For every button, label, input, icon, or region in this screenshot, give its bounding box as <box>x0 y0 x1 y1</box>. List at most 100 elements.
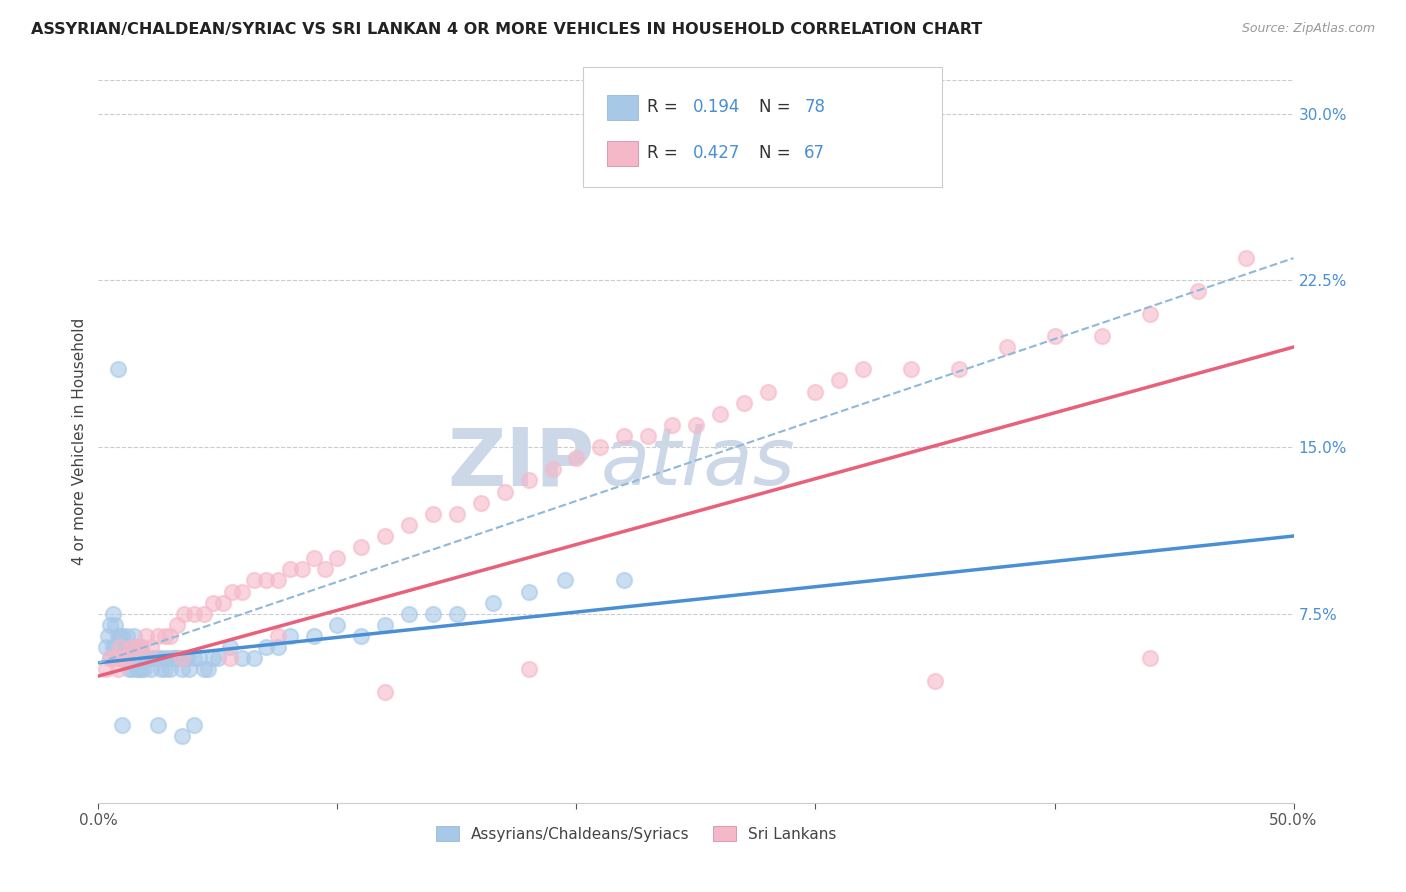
Point <box>900 362 922 376</box>
Point <box>159 629 181 643</box>
Point <box>125 640 148 655</box>
Point <box>114 651 136 665</box>
Point <box>422 607 444 621</box>
Point <box>541 462 564 476</box>
Point <box>155 629 177 643</box>
Text: atlas: atlas <box>600 425 796 502</box>
Point <box>115 651 138 665</box>
Point <box>115 651 138 665</box>
Point <box>1187 285 1209 299</box>
Text: 0.194: 0.194 <box>693 98 741 116</box>
Text: N =: N = <box>759 145 796 162</box>
Point <box>101 640 124 655</box>
Point <box>733 395 755 409</box>
Point <box>207 651 229 665</box>
Point <box>398 607 420 621</box>
Point <box>422 507 444 521</box>
Point <box>231 651 253 665</box>
Point <box>267 629 290 643</box>
Point <box>852 362 875 376</box>
Point <box>108 640 131 655</box>
Point <box>183 607 205 621</box>
Point <box>173 651 195 665</box>
Point <box>374 618 396 632</box>
Point <box>197 662 219 676</box>
Point <box>398 517 420 532</box>
Point <box>111 629 134 643</box>
Point <box>118 640 141 655</box>
Point <box>613 429 636 443</box>
Point <box>1139 651 1161 665</box>
Point <box>302 551 325 566</box>
Point <box>254 640 277 655</box>
Point <box>172 662 194 676</box>
Point <box>183 718 205 732</box>
Point <box>661 417 683 432</box>
Point <box>302 629 325 643</box>
Point <box>121 640 143 655</box>
Point <box>554 574 576 588</box>
Point <box>481 596 505 610</box>
Point <box>128 640 150 655</box>
Point <box>828 373 851 387</box>
Point <box>125 640 148 655</box>
Point <box>138 651 160 665</box>
Point <box>1043 329 1066 343</box>
Point <box>685 417 707 432</box>
Point <box>446 507 468 521</box>
Point <box>162 651 184 665</box>
Point <box>159 662 181 676</box>
Point <box>139 640 162 655</box>
Point <box>132 662 155 676</box>
Point <box>121 640 143 655</box>
Text: ZIP: ZIP <box>447 425 595 502</box>
Point <box>219 640 242 655</box>
Point <box>97 629 120 643</box>
Point <box>948 362 970 376</box>
Point <box>517 584 540 599</box>
Point <box>135 651 157 665</box>
Point <box>98 618 122 632</box>
Point <box>176 651 198 665</box>
Point <box>124 629 146 643</box>
Point <box>98 651 122 665</box>
Point <box>131 640 153 655</box>
Point <box>1234 251 1257 265</box>
Point <box>179 662 201 676</box>
Point <box>613 574 636 588</box>
Point <box>243 651 266 665</box>
Point <box>924 673 946 688</box>
Point <box>166 651 188 665</box>
Point <box>278 562 301 576</box>
Point <box>193 607 215 621</box>
Point <box>107 362 129 376</box>
Point <box>145 651 167 665</box>
Text: N =: N = <box>759 98 796 116</box>
Point <box>148 651 170 665</box>
Point <box>111 718 134 732</box>
Point <box>107 651 129 665</box>
Point <box>804 384 827 399</box>
Text: 78: 78 <box>804 98 825 116</box>
Point <box>111 651 134 665</box>
Point <box>374 529 396 543</box>
Point <box>115 629 138 643</box>
Point <box>121 662 143 676</box>
Point <box>94 662 117 676</box>
Point <box>128 662 150 676</box>
Text: ASSYRIAN/CHALDEAN/SYRIAC VS SRI LANKAN 4 OR MORE VEHICLES IN HOUSEHOLD CORRELATI: ASSYRIAN/CHALDEAN/SYRIAC VS SRI LANKAN 4… <box>31 22 983 37</box>
Point <box>221 584 243 599</box>
Point <box>125 662 148 676</box>
Point <box>219 651 242 665</box>
Point <box>169 651 191 665</box>
Point <box>374 684 396 698</box>
Point <box>315 562 337 576</box>
Point <box>104 618 127 632</box>
Point <box>149 662 172 676</box>
Point <box>1091 329 1114 343</box>
Point <box>517 474 540 488</box>
Point <box>446 607 468 621</box>
Point <box>350 629 373 643</box>
Point <box>350 540 373 554</box>
Point <box>231 584 253 599</box>
